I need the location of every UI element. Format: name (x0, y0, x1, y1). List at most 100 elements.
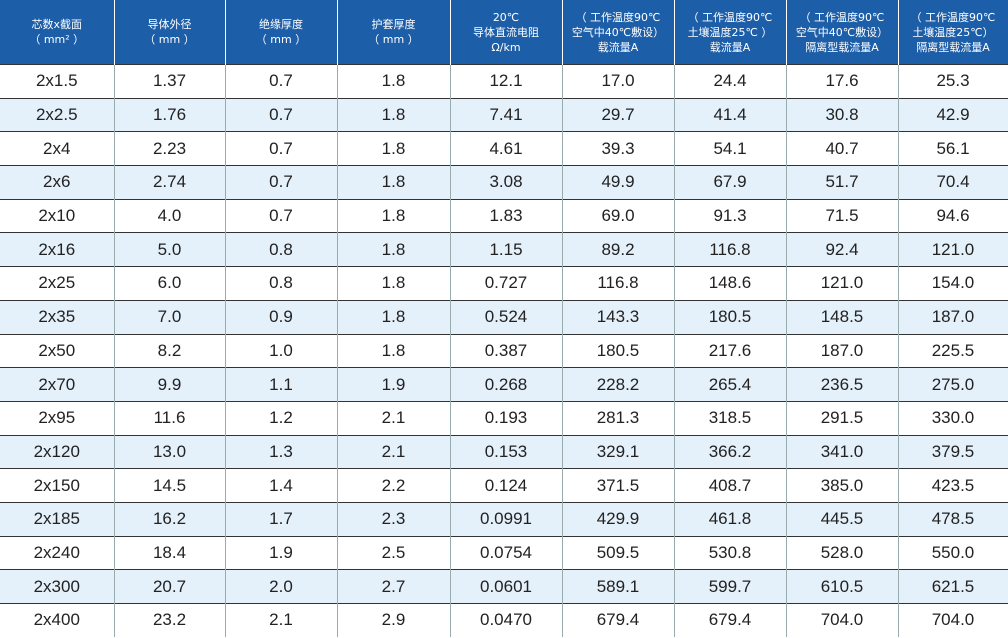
table-cell: 25.3 (898, 64, 1008, 99)
table-cell: 461.8 (674, 501, 787, 537)
table-cell: 1.9 (337, 367, 451, 402)
table-cell: 4.0 (114, 198, 226, 233)
table-row: 2x1.5 1.37 0.7 1.8 12.1 17.0 24.4 17.6 25.3 (0, 64, 1008, 99)
table-cell: 0.7 (225, 64, 338, 99)
table-cell: 17.0 (562, 64, 675, 99)
table-cell: 530.8 (674, 535, 787, 570)
table-cell: 0.268 (450, 367, 563, 402)
table-cell: 2x2.5 (0, 97, 115, 132)
header-cell: （ 工作温度90℃ 土壤温度25℃ ）载流量A (674, 0, 787, 65)
table-cell: 1.2 (225, 400, 338, 436)
header-line: （ 工作温度90℃ (910, 10, 996, 24)
header-line: 导体直流电阻 (473, 25, 539, 39)
table-cell: 0.0991 (450, 501, 563, 537)
table-cell: 2x240 (0, 535, 115, 570)
table-cell: 56.1 (898, 131, 1008, 166)
table-cell: 1.0 (225, 333, 338, 368)
table-cell: 599.7 (674, 569, 787, 604)
table-cell: 330.0 (898, 400, 1008, 436)
table-cell: 1.8 (337, 232, 451, 267)
header-line: 载流量A (709, 40, 751, 54)
table-cell: 94.6 (898, 198, 1008, 233)
table-cell: 92.4 (786, 232, 899, 267)
table-cell: 2x25 (0, 266, 115, 301)
header-line: 隔离型载流量A (805, 40, 879, 54)
table-row: 2x6 2.74 0.7 1.8 3.08 49.9 67.9 51.7 70.4 (0, 165, 1008, 200)
table-cell: 318.5 (674, 400, 787, 436)
table-cell: 236.5 (786, 367, 899, 402)
table-row: 2x400 23.2 2.1 2.9 0.0470 679.4 679.4 704.0 704.… (0, 602, 1008, 637)
table-cell: 39.3 (562, 131, 675, 166)
table-cell: 11.6 (114, 400, 226, 436)
table-cell: 1.7 (225, 501, 338, 537)
table-cell: 2x70 (0, 367, 115, 402)
header-cell: 导体外径 （ mm ） (114, 0, 226, 65)
table-cell: 49.9 (562, 165, 675, 200)
table-cell: 2.1 (337, 400, 451, 436)
header-line: 导体外径 (147, 18, 192, 31)
table-cell: 385.0 (786, 468, 899, 503)
table-row: 2x70 9.9 1.1 1.9 0.268 228.2 265.4 236.5 275.0 (0, 367, 1008, 402)
table-cell: 2x95 (0, 400, 115, 436)
table-cell: 704.0 (898, 602, 1008, 637)
table-row: 2x240 18.4 1.9 2.5 0.0754 509.5 530.8 528.0 550.… (0, 535, 1008, 570)
header-cell: （ 工作温度90℃ 空气中40℃敷设） 载流量A (562, 0, 675, 65)
table-cell: 1.3 (225, 434, 338, 469)
table-row: 2x2.5 1.76 0.7 1.8 7.41 29.7 41.4 30.8 42.9 (0, 97, 1008, 132)
table-cell: 2x400 (0, 602, 115, 637)
table-cell: 187.0 (786, 333, 899, 368)
table-cell: 704.0 (786, 602, 899, 637)
table-cell: 0.9 (225, 299, 338, 334)
table-cell: 148.6 (674, 266, 787, 301)
table-cell: 89.2 (562, 232, 675, 267)
header-cell: （ 工作温度90℃ 土壤温度25℃） 隔离型载流量A (898, 0, 1008, 65)
table-cell: 13.0 (114, 434, 226, 469)
header-line: （ 工作温度90℃ (687, 10, 773, 24)
table-cell: 148.5 (786, 299, 899, 334)
table-cell: 69.0 (562, 198, 675, 233)
table-cell: 0.727 (450, 266, 563, 301)
table-cell: 1.76 (114, 97, 226, 132)
header-line: （ mm² ） (29, 33, 85, 46)
header-line: 载流量A (597, 40, 639, 54)
table-cell: 1.83 (450, 198, 563, 233)
table-cell: 116.8 (674, 232, 787, 267)
table-cell: 1.8 (337, 266, 451, 301)
table-cell: 7.0 (114, 299, 226, 334)
header-line: （ mm ） (368, 33, 419, 46)
table-cell: 329.1 (562, 434, 675, 469)
table-row: 2x150 14.5 1.4 2.2 0.124 371.5 408.7 385.0 423.5 (0, 468, 1008, 503)
table-cell: 0.0601 (450, 569, 563, 604)
table-cell: 281.3 (562, 400, 675, 436)
table-cell: 5.0 (114, 232, 226, 267)
header-cell: 芯数x截面 （ mm² ） (0, 0, 115, 65)
table-cell: 0.524 (450, 299, 563, 334)
table-cell: 291.5 (786, 400, 899, 436)
table-cell: 1.37 (114, 64, 226, 99)
table-cell: 1.1 (225, 367, 338, 402)
table-cell: 679.4 (674, 602, 787, 637)
table-cell: 2.3 (337, 501, 451, 537)
table-cell: 478.5 (898, 501, 1008, 537)
table-cell: 275.0 (898, 367, 1008, 402)
header-line: 绝缘厚度 (259, 18, 303, 31)
table-cell: 9.9 (114, 367, 226, 402)
table-cell: 2x16 (0, 232, 115, 267)
table-cell: 1.8 (337, 165, 451, 200)
table-cell: 12.1 (450, 64, 563, 99)
table-cell: 180.5 (674, 299, 787, 334)
table-row: 2x185 16.2 1.7 2.3 0.0991 429.9 461.8 445.5 478.… (0, 501, 1008, 537)
table-row: 2x16 5.0 0.8 1.8 1.15 89.2 116.8 92.4 121.0 (0, 232, 1008, 267)
table-row: 2x10 4.0 0.7 1.8 1.83 69.0 91.3 71.5 94.6 (0, 198, 1008, 233)
table-cell: 0.7 (225, 97, 338, 132)
table-cell: 1.8 (337, 64, 451, 99)
table-cell: 54.1 (674, 131, 787, 166)
table-cell: 6.0 (114, 266, 226, 301)
table-cell: 2x1.5 (0, 64, 115, 99)
table-cell: 423.5 (898, 468, 1008, 503)
table-cell: 14.5 (114, 468, 226, 503)
table-cell: 2x10 (0, 198, 115, 233)
table-row: 2x50 8.2 1.0 1.8 0.387 180.5 217.6 187.0 225.5 (0, 333, 1008, 368)
table-cell: 51.7 (786, 165, 899, 200)
